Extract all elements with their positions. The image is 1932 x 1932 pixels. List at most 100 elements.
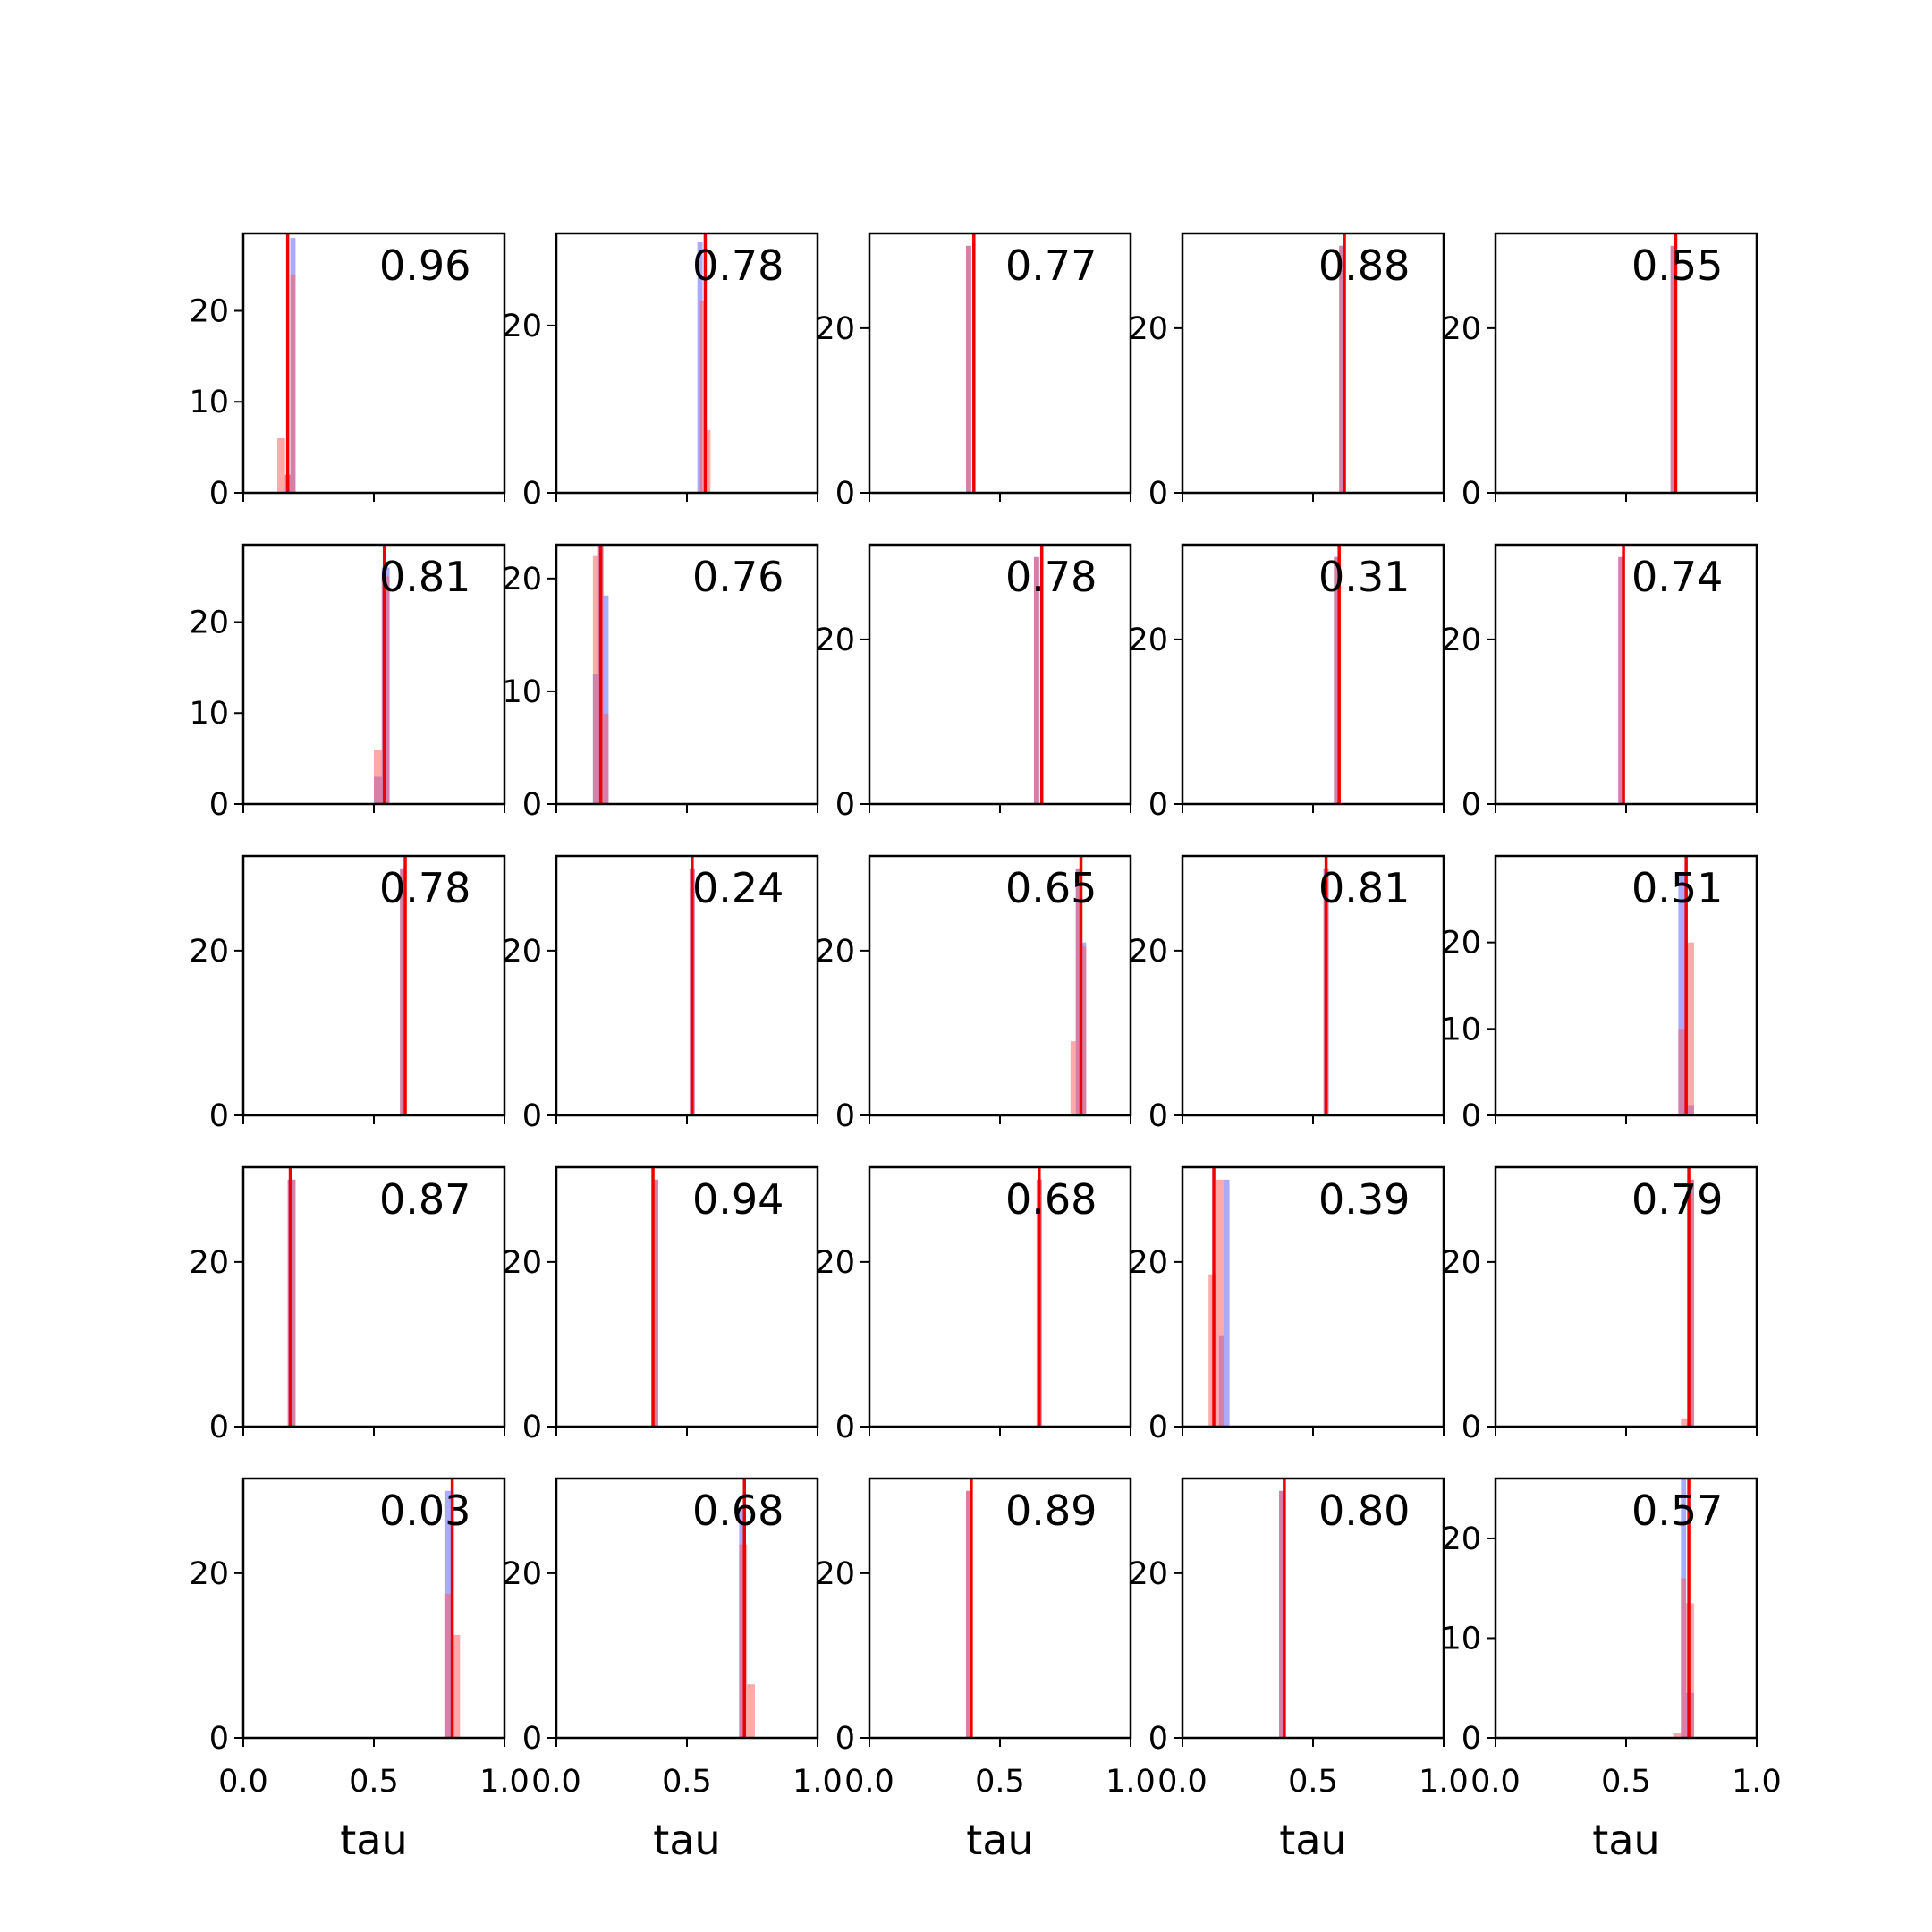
y-tick-label: 0 (1462, 1410, 1481, 1445)
x-tick-label: 0.5 (1601, 1764, 1651, 1800)
histogram-panel: 0 20 0.24 (502, 854, 819, 1134)
y-tick-label: 0 (522, 1721, 542, 1757)
y-tick-label: 20 (1441, 1521, 1481, 1557)
x-tick-label: 1.0 (792, 1764, 843, 1800)
y-tick-label: 20 (189, 1245, 229, 1281)
y-tick-label: 0 (1148, 476, 1168, 512)
y-tick-label: 20 (502, 562, 542, 597)
y-tick-label: 20 (1441, 926, 1481, 962)
histogram-bar-red (1670, 245, 1676, 493)
histogram-bar-red (1075, 868, 1081, 1115)
histogram-panel: 0 20 0.78 (189, 854, 506, 1134)
x-tick-label: 0.5 (349, 1764, 399, 1800)
y-tick-label: 0 (835, 1098, 855, 1134)
histogram-bar-red (592, 555, 598, 804)
y-tick-label: 20 (815, 934, 855, 970)
y-tick-label: 0 (1462, 1721, 1481, 1757)
histogram-panel: 0 20 0.0 0.5 1.0 tau 0.80 (1128, 1477, 1469, 1864)
x-tick-label: 0.5 (662, 1764, 712, 1800)
histogram-bar-red (966, 245, 971, 493)
histogram-bar-red (705, 429, 711, 493)
x-tick-label: 0.5 (975, 1764, 1025, 1800)
histogram-panel: 0 20 0.88 (1128, 232, 1445, 512)
histogram-bar-red (1681, 1578, 1687, 1738)
histogram-panel: 0 20 0.39 (1128, 1165, 1445, 1445)
y-tick-label: 0 (209, 1098, 229, 1134)
x-axis-label: tau (653, 1816, 720, 1864)
y-tick-label: 0 (209, 476, 229, 512)
y-tick-label: 10 (502, 674, 542, 710)
histogram-panel: 0 10 20 0.76 (502, 543, 819, 823)
histogram-bar-red (400, 868, 406, 1115)
histogram-bar-red (276, 437, 285, 493)
y-tick-label: 0 (1148, 787, 1168, 823)
y-tick-label: 20 (189, 293, 229, 329)
y-tick-label: 0 (209, 787, 229, 823)
panel-annotation: 0.55 (1631, 242, 1723, 290)
x-tick-label: 1.0 (1106, 1764, 1156, 1800)
histogram-bar-red (1618, 556, 1624, 804)
panel-annotation: 0.88 (1318, 242, 1410, 290)
y-tick-label: 20 (1128, 623, 1168, 658)
histogram-panel: 0 20 0.74 (1441, 543, 1758, 823)
x-tick-label: 0.0 (218, 1764, 268, 1800)
x-tick-label: 0.5 (1288, 1764, 1338, 1800)
panel-annotation: 0.78 (1005, 553, 1097, 601)
y-tick-label: 20 (502, 934, 542, 970)
y-tick-label: 20 (815, 1245, 855, 1281)
y-tick-label: 0 (1148, 1721, 1168, 1757)
panel-annotation: 0.68 (692, 1487, 784, 1535)
histogram-bar-red (1339, 245, 1345, 493)
panel-annotation: 0.76 (692, 553, 784, 601)
panel-annotation: 0.81 (379, 553, 470, 601)
y-tick-label: 20 (502, 1556, 542, 1592)
y-tick-label: 0 (522, 1098, 542, 1134)
y-tick-label: 20 (1441, 311, 1481, 347)
y-tick-label: 20 (189, 934, 229, 970)
x-tick-label: 0.0 (531, 1764, 581, 1800)
histogram-bar-red (1216, 1179, 1224, 1427)
histogram-bar-red (1681, 1418, 1690, 1427)
y-tick-label: 0 (1462, 787, 1481, 823)
y-tick-label: 0 (835, 1721, 855, 1757)
y-tick-label: 0 (835, 1410, 855, 1445)
histogram-panel: 0 20 0.0 0.5 1.0 tau 0.03 (189, 1477, 530, 1864)
histogram-panel: 0 20 0.31 (1128, 543, 1445, 823)
x-axis-label: tau (340, 1816, 407, 1864)
x-tick-label: 1.0 (1732, 1764, 1782, 1800)
y-tick-label: 0 (522, 787, 542, 823)
x-tick-label: 0.0 (844, 1764, 894, 1800)
panel-annotation: 0.79 (1631, 1175, 1723, 1224)
panel-annotation: 0.80 (1318, 1487, 1410, 1535)
histogram-bar-red (699, 300, 706, 493)
y-tick-label: 20 (1128, 311, 1168, 347)
x-axis-label: tau (1592, 1816, 1659, 1864)
panel-annotation: 0.94 (692, 1175, 784, 1224)
panel-annotation: 0.87 (379, 1175, 470, 1224)
x-tick-label: 1.0 (479, 1764, 530, 1800)
y-tick-label: 0 (209, 1410, 229, 1445)
y-tick-label: 0 (835, 476, 855, 512)
panel-annotation: 0.77 (1005, 242, 1097, 290)
panel-annotation: 0.51 (1631, 864, 1723, 912)
y-tick-label: 20 (1128, 934, 1168, 970)
y-tick-label: 10 (1441, 1012, 1481, 1047)
y-tick-label: 20 (1441, 1245, 1481, 1281)
panel-annotation: 0.78 (692, 242, 784, 290)
histogram-panel: 0 20 0.81 (1128, 854, 1445, 1134)
histogram-bar-red (1070, 1041, 1076, 1115)
histogram-bar-red (1279, 1490, 1284, 1738)
y-tick-label: 20 (1128, 1245, 1168, 1281)
panel-annotation: 0.57 (1631, 1487, 1723, 1535)
panel-annotation: 0.81 (1318, 864, 1410, 912)
histogram-bar-red (653, 1179, 658, 1427)
panel-annotation: 0.89 (1005, 1487, 1097, 1535)
histogram-bar-red (1673, 1733, 1682, 1738)
histogram-bar-blue (603, 595, 609, 804)
histogram-bar-red (1686, 942, 1694, 1115)
histogram-panel: 0 20 0.55 (1441, 232, 1758, 512)
panel-annotation: 0.78 (379, 864, 470, 912)
y-tick-label: 0 (1148, 1410, 1168, 1445)
y-tick-label: 20 (502, 1245, 542, 1281)
y-tick-label: 0 (835, 787, 855, 823)
